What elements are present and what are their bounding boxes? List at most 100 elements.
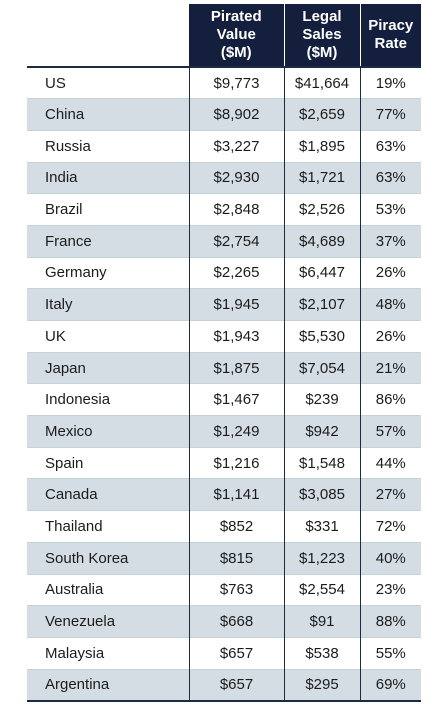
country-cell: Germany	[27, 256, 189, 289]
pirated-value-cell: $763	[188, 573, 284, 606]
legal-sales-cell: $7,054	[283, 351, 360, 384]
piracy-rate-cell: 27%	[359, 478, 421, 511]
piracy-rate-cell: 77%	[359, 98, 421, 131]
piracy-rate-cell: 63%	[359, 161, 421, 194]
pirated-value-cell: $1,945	[188, 288, 284, 321]
table-row: France $2,754 $4,689 37%	[27, 224, 421, 258]
piracy-rate-cell: 26%	[359, 320, 421, 353]
legal-sales-cell: $1,548	[283, 446, 360, 479]
pirated-value-cell: $8,902	[188, 98, 284, 131]
legal-sales-cell: $538	[283, 636, 360, 670]
piracy-rate-cell: 40%	[359, 541, 421, 574]
pirated-value-cell: $1,249	[188, 415, 284, 448]
legal-sales-cell: $2,107	[283, 288, 360, 321]
pirated-value-cell: $852	[188, 510, 284, 543]
legal-sales-cell: $91	[283, 605, 360, 638]
piracy-rate-cell: 57%	[359, 415, 421, 448]
table-row: Russia $3,227 $1,895 63%	[27, 129, 421, 163]
country-cell: Venezuela	[27, 605, 189, 638]
header-row: Pirated Value ($M) Legal Sales ($M) Pira…	[27, 4, 421, 67]
header-country-blank	[27, 4, 189, 67]
country-cell: Thailand	[27, 510, 189, 543]
pirated-value-cell: $668	[188, 605, 284, 638]
table-row: US $9,773 $41,664 19%	[27, 66, 421, 99]
table-row: Canada $1,141 $3,085 27%	[27, 478, 421, 511]
table-row: China $8,902 $2,659 77%	[27, 98, 421, 131]
piracy-rate-cell: 48%	[359, 288, 421, 321]
legal-sales-cell: $1,721	[283, 161, 360, 194]
piracy-rate-cell: 86%	[359, 383, 421, 416]
legal-sales-cell: $942	[283, 415, 360, 448]
header-line: ($M)	[306, 44, 338, 61]
piracy-rate-cell: 44%	[359, 446, 421, 479]
pirated-value-cell: $3,227	[188, 129, 284, 163]
pirated-value-cell: $1,216	[188, 446, 284, 479]
pirated-value-cell: $2,754	[188, 224, 284, 258]
table-row: Japan $1,875 $7,054 21%	[27, 351, 421, 384]
legal-sales-cell: $4,689	[283, 224, 360, 258]
legal-sales-cell: $239	[283, 383, 360, 416]
piracy-table-container: Pirated Value ($M) Legal Sales ($M) Pira…	[27, 4, 421, 702]
header-line: Value	[216, 26, 256, 43]
legal-sales-cell: $295	[283, 668, 360, 702]
legal-sales-cell: $2,659	[283, 98, 360, 131]
piracy-rate-cell: 88%	[359, 605, 421, 638]
table-row: South Korea $815 $1,223 40%	[27, 541, 421, 574]
country-cell: Brazil	[27, 193, 189, 226]
country-cell: Mexico	[27, 415, 189, 448]
table-row: Spain $1,216 $1,548 44%	[27, 446, 421, 479]
piracy-rate-cell: 69%	[359, 668, 421, 702]
pirated-value-cell: $2,930	[188, 161, 284, 194]
table-row: Germany $2,265 $6,447 26%	[27, 256, 421, 289]
table-header: Pirated Value ($M) Legal Sales ($M) Pira…	[27, 4, 421, 67]
country-cell: Indonesia	[27, 383, 189, 416]
header-pirated-value: Pirated Value ($M)	[189, 4, 285, 67]
piracy-rate-cell: 63%	[359, 129, 421, 163]
header-line: Piracy	[368, 17, 414, 34]
table-row: Malaysia $657 $538 55%	[27, 636, 421, 670]
table-row: Mexico $1,249 $942 57%	[27, 415, 421, 448]
country-cell: Japan	[27, 351, 189, 384]
table-row: India $2,930 $1,721 63%	[27, 161, 421, 194]
header-line: Sales	[302, 26, 342, 43]
country-cell: Canada	[27, 478, 189, 511]
table-row: Australia $763 $2,554 23%	[27, 573, 421, 606]
table-body: US $9,773 $41,664 19% China $8,902 $2,659 77% Ru…	[27, 66, 421, 702]
country-cell: Australia	[27, 573, 189, 606]
header-line: Legal	[302, 8, 342, 25]
country-cell: Russia	[27, 129, 189, 163]
pirated-value-cell: $1,141	[188, 478, 284, 511]
pirated-value-cell: $1,467	[188, 383, 284, 416]
country-cell: India	[27, 161, 189, 194]
piracy-rate-cell: 55%	[359, 636, 421, 670]
country-cell: US	[27, 66, 189, 99]
country-cell: Italy	[27, 288, 189, 321]
legal-sales-cell: $5,530	[283, 320, 360, 353]
pirated-value-cell: $657	[188, 636, 284, 670]
legal-sales-cell: $1,223	[283, 541, 360, 574]
country-cell: UK	[27, 320, 189, 353]
table-row: Indonesia $1,467 $239 86%	[27, 383, 421, 416]
country-cell: Malaysia	[27, 636, 189, 670]
piracy-rate-cell: 19%	[359, 66, 421, 99]
legal-sales-cell: $331	[283, 510, 360, 543]
piracy-table: Pirated Value ($M) Legal Sales ($M) Pira…	[27, 4, 421, 702]
table-row: Venezuela $668 $91 88%	[27, 605, 421, 638]
pirated-value-cell: $815	[188, 541, 284, 574]
pirated-value-cell: $2,848	[188, 193, 284, 226]
legal-sales-cell: $2,554	[283, 573, 360, 606]
table-row: UK $1,943 $5,530 26%	[27, 320, 421, 353]
country-cell: China	[27, 98, 189, 131]
table-row: Argentina $657 $295 69%	[27, 668, 421, 702]
header-line: ($M)	[220, 44, 252, 61]
header-line: Pirated	[210, 8, 262, 25]
header-piracy-rate: Piracy Rate	[360, 4, 421, 67]
piracy-rate-cell: 72%	[359, 510, 421, 543]
header-legal-sales: Legal Sales ($M)	[284, 4, 361, 67]
piracy-rate-cell: 21%	[359, 351, 421, 384]
piracy-rate-cell: 53%	[359, 193, 421, 226]
pirated-value-cell: $2,265	[188, 256, 284, 289]
pirated-value-cell: $657	[188, 668, 284, 702]
country-cell: South Korea	[27, 541, 189, 574]
piracy-rate-cell: 23%	[359, 573, 421, 606]
